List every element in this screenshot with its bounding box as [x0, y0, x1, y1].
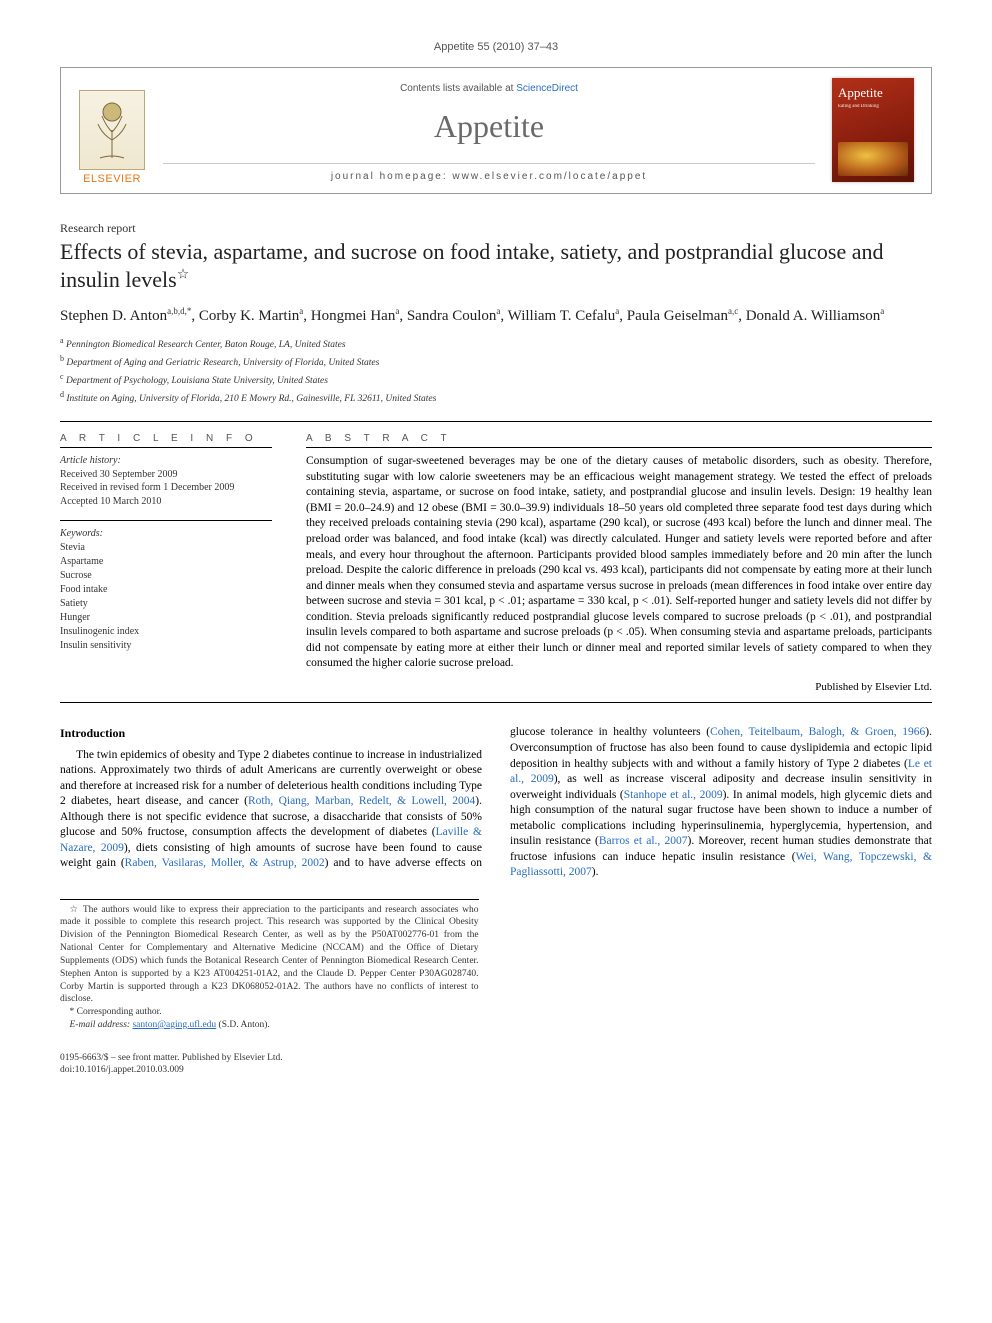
- journal-homepage: journal homepage: www.elsevier.com/locat…: [163, 163, 815, 184]
- title-footnote-mark: ☆: [177, 267, 190, 282]
- author-list: Stephen D. Antona,b,d,*, Corby K. Martin…: [60, 305, 932, 327]
- history-item: Accepted 10 March 2010: [60, 495, 272, 509]
- history-list: Received 30 September 2009Received in re…: [60, 468, 272, 509]
- sciencedirect-link[interactable]: ScienceDirect: [516, 83, 578, 94]
- publisher-block: ELSEVIER: [73, 76, 151, 193]
- journal-cover: Appetite Eating and Drinking: [827, 76, 919, 193]
- history-item: Received 30 September 2009: [60, 468, 272, 482]
- contents-available: Contents lists available at ScienceDirec…: [163, 82, 815, 96]
- funding-footnote: ☆ The authors would like to express thei…: [60, 904, 479, 1007]
- history-label: Article history:: [60, 454, 272, 468]
- author: Paula Geiselmana,c: [627, 308, 738, 324]
- affiliation: b Department of Aging and Geriatric Rese…: [60, 353, 932, 371]
- author: William T. Cefalua: [508, 308, 620, 324]
- author: Hongmei Hana: [311, 308, 400, 324]
- abstract-heading: A B S T R A C T: [306, 432, 932, 446]
- author: Corby K. Martina: [199, 308, 303, 324]
- affiliation: a Pennington Biomedical Research Center,…: [60, 335, 932, 353]
- history-item: Received in revised form 1 December 2009: [60, 481, 272, 495]
- cover-subtitle: Eating and Drinking: [838, 104, 908, 110]
- abstract-text: Consumption of sugar-sweetened beverages…: [306, 455, 932, 669]
- email-line: E-mail address: santon@aging.ufl.edu (S.…: [60, 1019, 479, 1032]
- body-columns: Introduction The twin epidemics of obesi…: [60, 725, 932, 880]
- author: Stephen D. Antona,b,d,*: [60, 308, 191, 324]
- affiliation: c Department of Psychology, Louisiana St…: [60, 371, 932, 389]
- citation-raben[interactable]: Raben, Vasilaras, Moller, & Astrup, 2002: [125, 857, 325, 869]
- intro-text-i: ).: [592, 866, 599, 878]
- cover-title: Appetite: [838, 84, 908, 102]
- keyword: Insulinogenic index: [60, 625, 272, 639]
- affiliation-list: a Pennington Biomedical Research Center,…: [60, 335, 932, 407]
- intro-paragraph: The twin epidemics of obesity and Type 2…: [60, 725, 932, 880]
- issn-line: 0195-6663/$ – see front matter. Publishe…: [60, 1052, 932, 1064]
- keyword: Sucrose: [60, 569, 272, 583]
- citation-roth[interactable]: Roth, Qiang, Marban, Redelt, & Lowell, 2…: [248, 795, 475, 807]
- footnotes: ☆ The authors would like to express thei…: [60, 899, 479, 1032]
- corresponding-email-link[interactable]: santon@aging.ufl.edu: [132, 1020, 216, 1030]
- citation-stanhope[interactable]: Stanhope et al., 2009: [624, 789, 723, 801]
- keyword: Satiety: [60, 597, 272, 611]
- elsevier-tree-icon: [79, 90, 145, 170]
- page-footer: 0195-6663/$ – see front matter. Publishe…: [60, 1052, 932, 1077]
- abstract: A B S T R A C T Consumption of sugar-swe…: [306, 432, 932, 695]
- contents-prefix: Contents lists available at: [400, 83, 516, 94]
- abstract-publisher: Published by Elsevier Ltd.: [306, 680, 932, 695]
- keyword: Insulin sensitivity: [60, 639, 272, 653]
- document-type: Research report: [60, 220, 932, 236]
- author: Sandra Coulona: [407, 308, 501, 324]
- keywords-list: SteviaAspartameSucroseFood intakeSatiety…: [60, 541, 272, 653]
- email-label: E-mail address:: [70, 1020, 133, 1030]
- citation-cohen[interactable]: Cohen, Teitelbaum, Balogh, & Groen, 1966: [710, 726, 925, 738]
- publisher-name: ELSEVIER: [83, 172, 141, 187]
- article-info: A R T I C L E I N F O Article history: R…: [60, 432, 272, 695]
- journal-name: Appetite: [163, 105, 815, 148]
- running-head: Appetite 55 (2010) 37–43: [60, 40, 932, 55]
- email-suffix: (S.D. Anton).: [216, 1020, 270, 1030]
- keywords-label: Keywords:: [60, 527, 272, 541]
- keyword: Food intake: [60, 583, 272, 597]
- keyword: Stevia: [60, 541, 272, 555]
- corresponding-author-note: * Corresponding author.: [60, 1006, 479, 1019]
- title-text: Effects of stevia, aspartame, and sucros…: [60, 239, 884, 292]
- article-info-heading: A R T I C L E I N F O: [60, 432, 272, 446]
- article-title: Effects of stevia, aspartame, and sucros…: [60, 238, 932, 293]
- citation-barros[interactable]: Barros et al., 2007: [599, 835, 688, 847]
- affiliation: d Institute on Aging, University of Flor…: [60, 389, 932, 407]
- keyword: Aspartame: [60, 555, 272, 569]
- doi-line: doi:10.1016/j.appet.2010.03.009: [60, 1064, 932, 1076]
- introduction-heading: Introduction: [60, 725, 482, 741]
- keyword: Hunger: [60, 611, 272, 625]
- cover-image: [838, 142, 908, 176]
- author: Donald A. Williamsona: [746, 308, 885, 324]
- masthead: ELSEVIER Contents lists available at Sci…: [60, 67, 932, 194]
